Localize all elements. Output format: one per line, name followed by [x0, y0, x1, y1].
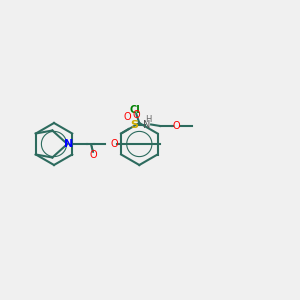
Text: O: O [89, 150, 97, 160]
Text: O: O [173, 121, 180, 131]
Text: N: N [64, 139, 74, 149]
Text: O: O [132, 110, 140, 120]
Text: N: N [143, 119, 150, 130]
Text: Cl: Cl [129, 105, 140, 116]
Text: O: O [110, 139, 118, 149]
Text: S: S [130, 119, 139, 130]
Text: H: H [145, 116, 151, 124]
Text: O: O [123, 112, 131, 122]
